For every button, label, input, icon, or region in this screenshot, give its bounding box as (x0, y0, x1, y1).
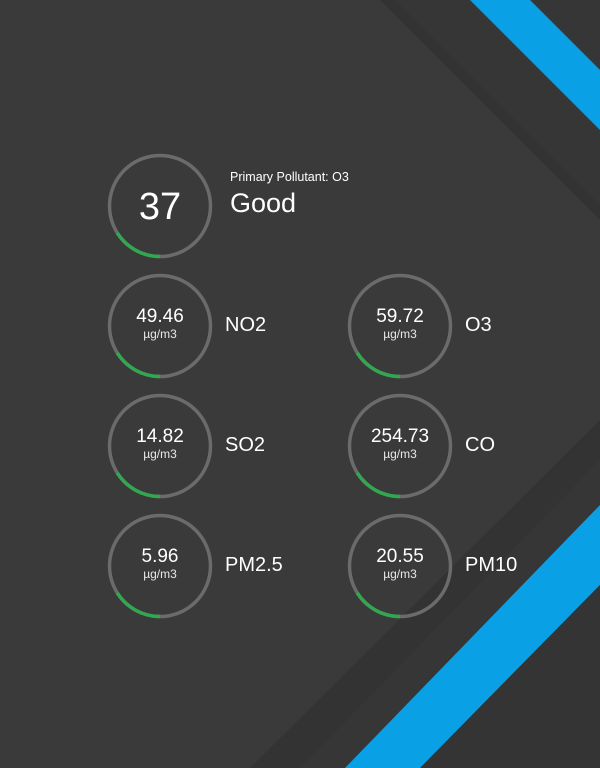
co-ring (347, 393, 453, 499)
aqi-ring (107, 153, 213, 259)
pollutant-value: 49.46 (136, 306, 184, 327)
pollutant-gauge-co: 254.73 µg/m3 (347, 393, 453, 499)
aqi-gauge: 37 (107, 153, 213, 259)
pollutant-name-so2: SO2 (225, 434, 266, 456)
primary-pollutant-label: Primary Pollutant: O3 (230, 170, 349, 184)
pollutant-unit: µg/m3 (383, 567, 417, 581)
pollutant-name-co: CO (465, 434, 495, 456)
accent-stripe-bottom (345, 505, 600, 768)
pollutant-name-pm10: PM10 (465, 554, 518, 576)
pollutant-name-o3: O3 (465, 314, 492, 336)
pollutant-gauge-pm10: 20.55 µg/m3 (347, 513, 453, 619)
pm10-ring (347, 513, 453, 619)
pollutant-unit: µg/m3 (143, 447, 177, 461)
pollutant-unit: µg/m3 (383, 447, 417, 461)
accent-stripe-top (470, 0, 600, 130)
o3-ring (347, 273, 453, 379)
pollutant-value: 5.96 (141, 546, 179, 567)
pollutant-name-no2: NO2 (225, 314, 267, 336)
pollutant-gauge-so2: 14.82 µg/m3 (107, 393, 213, 499)
pollutant-gauge-pm25: 5.96 µg/m3 (107, 513, 213, 619)
pollutant-name-pm25: PM2.5 (225, 554, 283, 576)
pollutant-unit: µg/m3 (383, 327, 417, 341)
pollutant-unit: µg/m3 (143, 567, 177, 581)
pollutant-value: 254.73 (370, 426, 430, 447)
no2-ring (107, 273, 213, 379)
pollutant-unit: µg/m3 (143, 327, 177, 341)
aqi-status: Good (230, 188, 297, 218)
so2-ring (107, 393, 213, 499)
pollutant-gauge-no2: 49.46 µg/m3 (107, 273, 213, 379)
pollutant-value: 20.55 (376, 546, 424, 567)
aqi-value: 37 (138, 186, 182, 228)
pollutant-value: 14.82 (136, 426, 184, 447)
pollutant-gauge-o3: 59.72 µg/m3 (347, 273, 453, 379)
pm25-ring (107, 513, 213, 619)
pollutant-value: 59.72 (376, 306, 424, 327)
